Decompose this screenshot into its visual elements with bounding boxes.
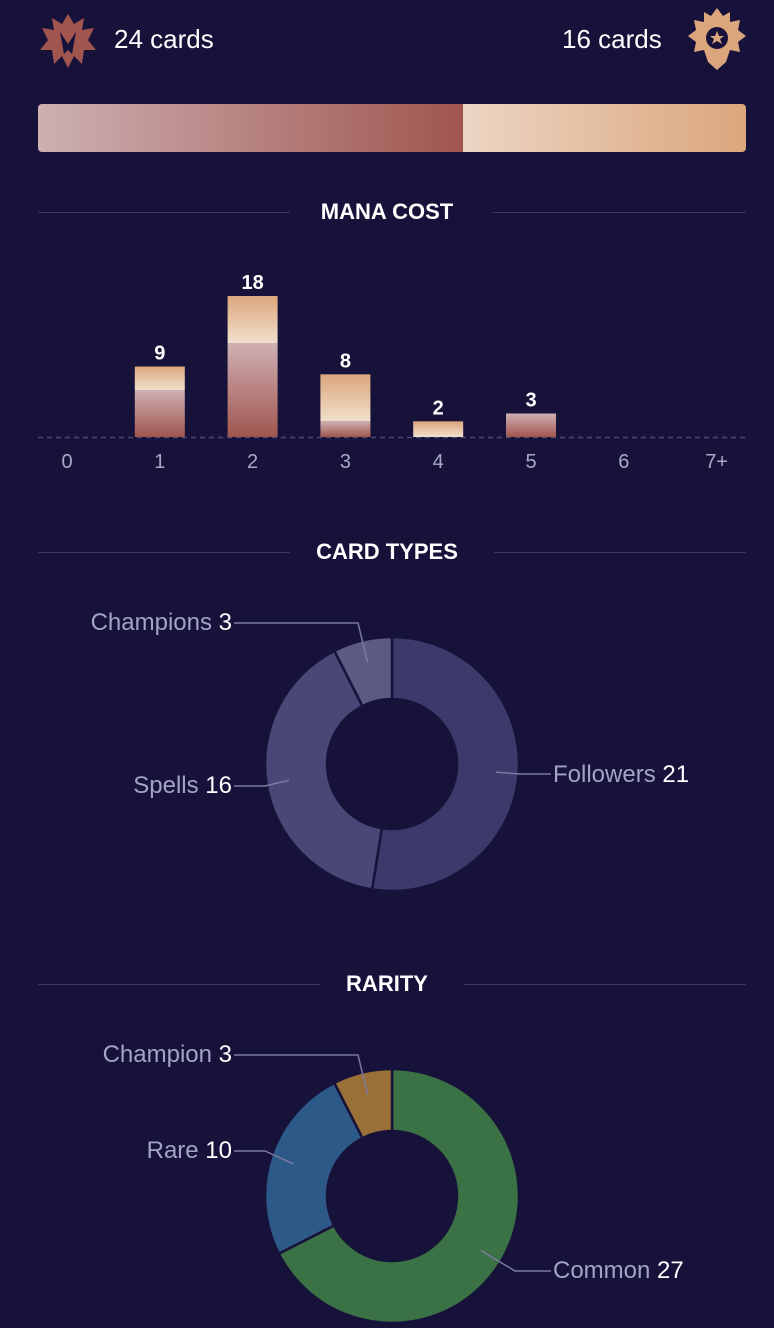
- mana-cost-tick-label: 6: [618, 451, 629, 473]
- mana-bar-value-label: 3: [525, 390, 536, 412]
- mana-cost-tick-label: 2: [247, 451, 258, 473]
- mana-bar-noxus: [320, 421, 371, 437]
- mana-bar-targon: [413, 421, 464, 437]
- ratio-bar-right-segment: [462, 104, 746, 152]
- donut-label-common: Common 27: [553, 1257, 684, 1284]
- mana-bar-noxus: [227, 343, 278, 437]
- types-divider-right: [494, 552, 746, 553]
- mana-bar-value-label: 9: [154, 343, 165, 365]
- mana-cost-tick-label: 7+: [705, 451, 728, 473]
- donut-leader-line: [480, 1249, 551, 1272]
- donut-slice-followers: [370, 635, 521, 893]
- rarity-divider-left: [38, 984, 320, 985]
- donut-slice-spells: [263, 649, 384, 891]
- mana-bar-value-label: 8: [340, 350, 351, 372]
- noxus-region-icon: [40, 14, 96, 68]
- donut-slice-rare: [263, 1081, 365, 1256]
- donut-slice-common: [277, 1067, 521, 1325]
- mana-bar-noxus: [134, 390, 185, 437]
- donut-leader-line: [234, 1054, 369, 1096]
- region-ratio-bar: [38, 104, 746, 152]
- left-region[interactable]: 24 cards: [38, 10, 238, 72]
- donut-leader-line: [495, 771, 551, 775]
- mana-cost-tick-label: 1: [154, 451, 165, 473]
- donut-label-followers: Followers 21: [553, 761, 689, 788]
- donut-leader-line: [234, 779, 290, 787]
- left-card-count: 24 cards: [114, 24, 214, 54]
- mana-bar-value-label: 2: [433, 397, 444, 419]
- mana-divider-left: [38, 212, 290, 213]
- mana-cost-tick-label: 5: [525, 451, 536, 473]
- types-divider-left: [38, 552, 290, 553]
- mana-bar-value-label: 18: [241, 272, 263, 294]
- right-region[interactable]: 16 cards: [540, 8, 750, 72]
- mana-cost-tick-label: 0: [61, 451, 72, 473]
- donut-label-champion: Champion 3: [103, 1041, 232, 1068]
- targon-region-icon: [688, 8, 746, 70]
- donut-slice-champions: [332, 635, 394, 708]
- card-types-title: CARD TYPES: [316, 539, 458, 564]
- rarity-divider-right: [464, 984, 746, 985]
- mana-divider-right: [492, 212, 746, 213]
- mana-bar-noxus: [506, 413, 556, 437]
- mana-bar-targon: [227, 296, 278, 343]
- donut-leader-line: [234, 1150, 294, 1165]
- donut-label-spells: Spells 16: [133, 772, 232, 799]
- donut-leader-line: [234, 622, 369, 664]
- donut-slice-champion: [332, 1067, 394, 1140]
- mana-bar-targon: [320, 374, 371, 422]
- donut-label-champions: Champions 3: [91, 609, 232, 636]
- mana-cost-title: MANA COST: [320, 199, 454, 224]
- ratio-bar-left-segment: [38, 104, 463, 152]
- rarity-title: RARITY: [346, 971, 428, 996]
- mana-cost-tick-label: 3: [340, 451, 351, 473]
- donut-label-rare: Rare 10: [147, 1137, 232, 1164]
- mana-cost-tick-label: 4: [433, 451, 444, 473]
- right-card-count: 16 cards: [562, 24, 662, 54]
- mana-bar-targon: [134, 366, 185, 390]
